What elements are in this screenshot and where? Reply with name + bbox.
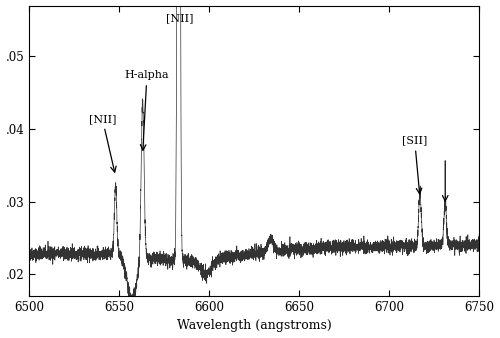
X-axis label: Wavelength (angstroms): Wavelength (angstroms)	[177, 319, 332, 333]
Text: [SII]: [SII]	[402, 136, 427, 194]
Text: H-alpha: H-alpha	[124, 70, 170, 150]
Text: [NII]: [NII]	[166, 14, 194, 24]
Text: [NII]: [NII]	[88, 114, 116, 172]
